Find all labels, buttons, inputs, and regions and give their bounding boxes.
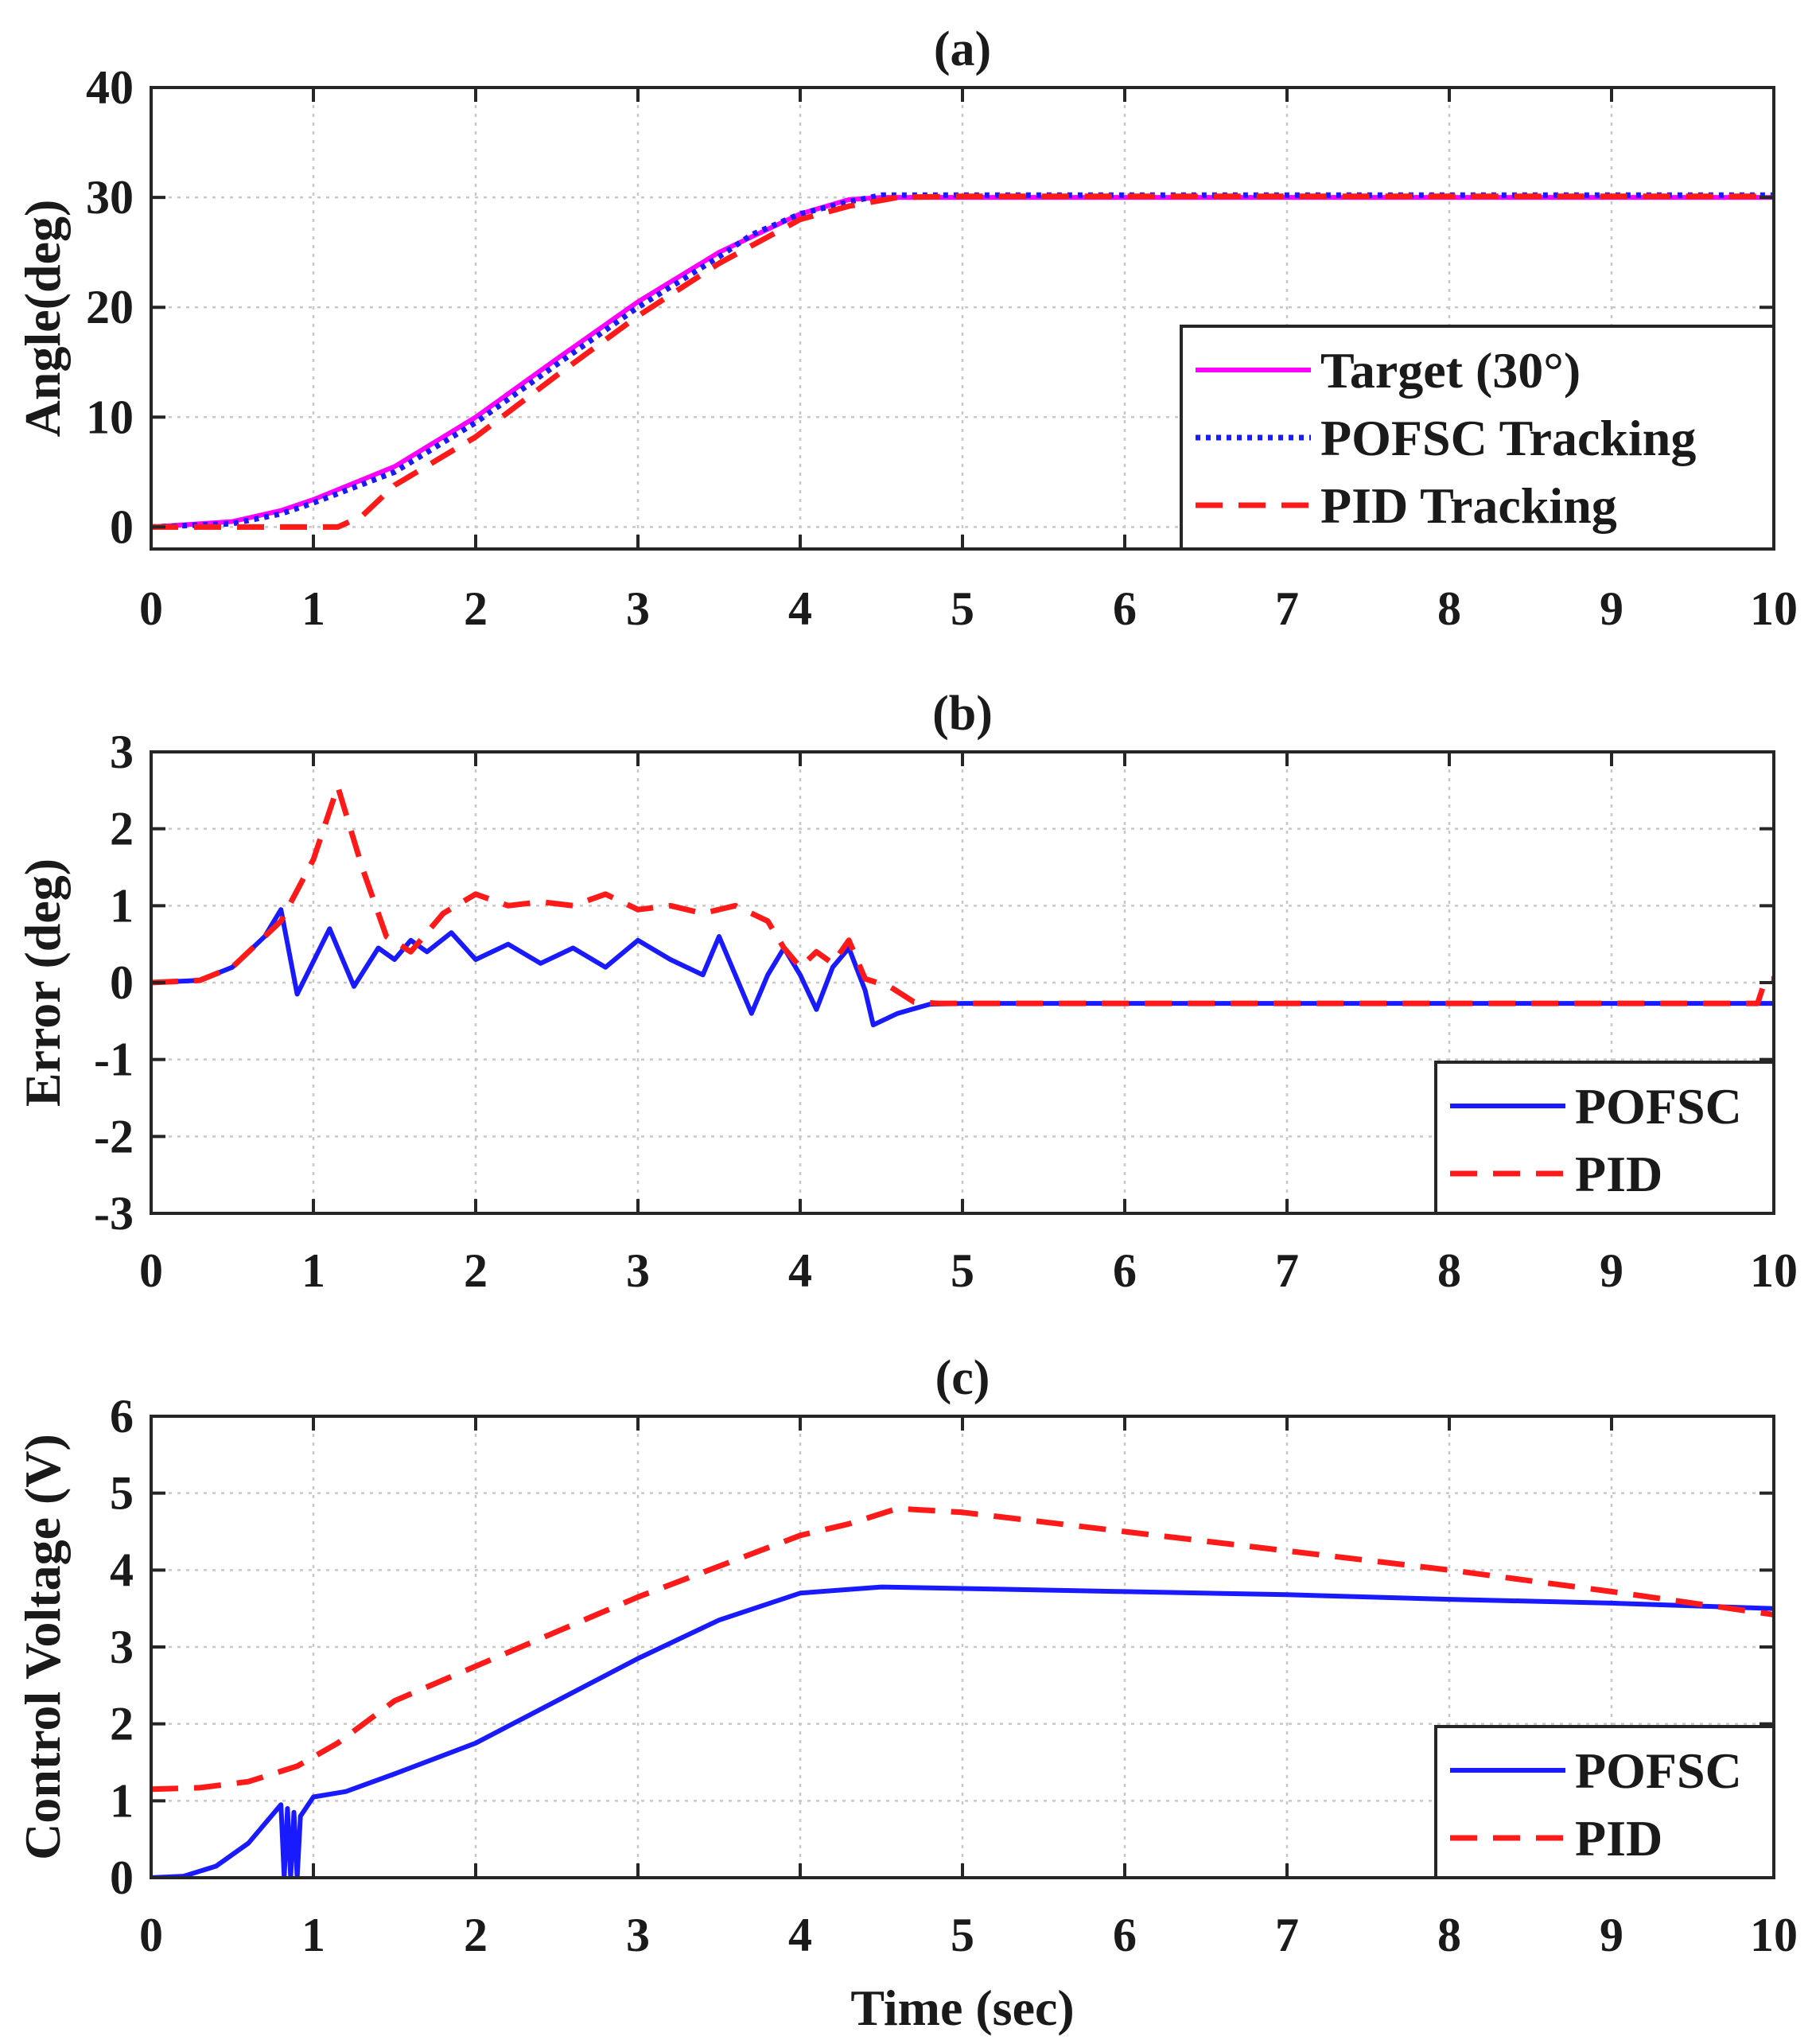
x-tick-label: 7 (1275, 582, 1299, 635)
series-line-pofsc-tracking (151, 192, 1774, 530)
x-tick-label: 4 (788, 582, 812, 635)
y-tick-label: 0 (110, 500, 134, 553)
y-tick-label: 3 (110, 726, 134, 778)
y-tick-label: -1 (94, 1034, 134, 1086)
y-tick-label: 0 (110, 1851, 134, 1904)
y-tick-label: 2 (110, 803, 134, 855)
y-tick-label: 1 (110, 879, 134, 932)
x-tick-label: 5 (951, 582, 974, 635)
series-line-pid (151, 1505, 1774, 1793)
x-tick-label: 8 (1437, 1909, 1461, 1961)
x-tick-label: 1 (301, 1244, 325, 1297)
chart-title: (c) (935, 1351, 990, 1405)
y-tick-label: -3 (94, 1187, 134, 1240)
y-axis-label: Control Voltage (V) (14, 1434, 71, 1860)
x-tick-label: 3 (626, 1244, 650, 1297)
x-tick-label: 7 (1275, 1909, 1299, 1961)
x-tick-label: 0 (139, 582, 163, 635)
chart-title: (b) (932, 687, 993, 741)
chart-panel-b: 0 1 2 3 4 5 6 7 8 9 10 -3 -2 -1 0 1 2 3 (b) Error (deg) POFS… (14, 687, 1798, 1297)
x-tick-label: 6 (1113, 582, 1137, 635)
y-tick-label: 6 (110, 1390, 134, 1442)
y-tick-label: 1 (110, 1774, 134, 1827)
x-tick-label: 10 (1750, 582, 1798, 635)
legend-box (1434, 1725, 1775, 1879)
x-tick-label: 9 (1600, 582, 1623, 635)
x-tick-label: 2 (464, 582, 488, 635)
x-tick-label: 4 (788, 1909, 812, 1961)
x-tick-label: 0 (139, 1909, 163, 1961)
x-tick-label: 4 (788, 1244, 812, 1297)
y-tick-label: 0 (110, 956, 134, 1009)
legend: Target (30°) POFSC Tracking PID Tracking (1180, 325, 1775, 551)
x-tick-label: 9 (1600, 1909, 1623, 1961)
x-tick-label: 6 (1113, 1909, 1137, 1961)
series-group (151, 192, 1774, 530)
x-tick-label: 5 (951, 1909, 974, 1961)
series-group (151, 784, 1774, 1028)
y-tick-label: 30 (86, 171, 134, 224)
x-tick-label: 10 (1750, 1909, 1798, 1961)
y-tick-label: 20 (86, 281, 134, 333)
x-tick-label: 8 (1437, 1244, 1461, 1297)
x-axis-label: Time (sec) (850, 1980, 1074, 2036)
x-tick-label: 1 (301, 1909, 325, 1961)
y-axis-label: Angle(deg) (14, 200, 71, 438)
y-tick-label: 10 (86, 391, 134, 443)
chart-title: (a) (934, 22, 991, 76)
x-tick-label: 8 (1437, 582, 1461, 635)
x-tick-label: 3 (626, 1909, 650, 1961)
series-line-pid-tracking (151, 193, 1774, 530)
x-tick-label: 6 (1113, 1244, 1137, 1297)
y-tick-label: 3 (110, 1621, 134, 1673)
x-tick-label: 2 (464, 1244, 488, 1297)
legend-box (1434, 1061, 1775, 1215)
y-tick-label: 40 (86, 61, 134, 114)
y-tick-label: 4 (110, 1544, 134, 1596)
x-tick-label: 10 (1750, 1244, 1798, 1297)
x-tick-label: 7 (1275, 1244, 1299, 1297)
x-tick-label: 5 (951, 1244, 974, 1297)
x-tick-label: 9 (1600, 1244, 1623, 1297)
legend-entry: PID (1575, 1146, 1662, 1202)
x-tick-label: 0 (139, 1244, 163, 1297)
y-tick-label: 2 (110, 1698, 134, 1750)
x-tick-label: 1 (301, 582, 325, 635)
legend-entry: POFSC Tracking (1320, 410, 1696, 466)
series-line-pid (151, 784, 1774, 1006)
legend-entry: POFSC (1575, 1742, 1742, 1799)
y-axis-label: Error (deg) (14, 858, 71, 1107)
legend: POFSC PID (1434, 1725, 1775, 1879)
series-group (151, 1505, 1774, 1878)
x-tick-label: 3 (626, 582, 650, 635)
chart-panel-c: 0 1 2 3 4 5 6 7 8 9 10 0 1 2 3 4 5 6 (c) Control Voltage (V… (14, 1351, 1798, 2036)
series-line-pofsc (151, 907, 1774, 1028)
legend: POFSC PID (1434, 1061, 1775, 1215)
x-tick-label: 2 (464, 1909, 488, 1961)
legend-entry: POFSC (1575, 1078, 1742, 1135)
y-tick-label: -2 (94, 1110, 134, 1162)
series-line-pofsc (151, 1584, 1774, 1878)
legend-entry: Target (30°) (1320, 342, 1581, 399)
legend-entry: PID (1575, 1810, 1662, 1867)
y-tick-label: 5 (110, 1467, 134, 1520)
legend-entry: PID Tracking (1320, 477, 1617, 534)
chart-panel-a: 0 1 2 3 4 5 6 7 8 9 10 0 10 20 30 40 (a) Angle(deg) Target… (14, 22, 1798, 635)
